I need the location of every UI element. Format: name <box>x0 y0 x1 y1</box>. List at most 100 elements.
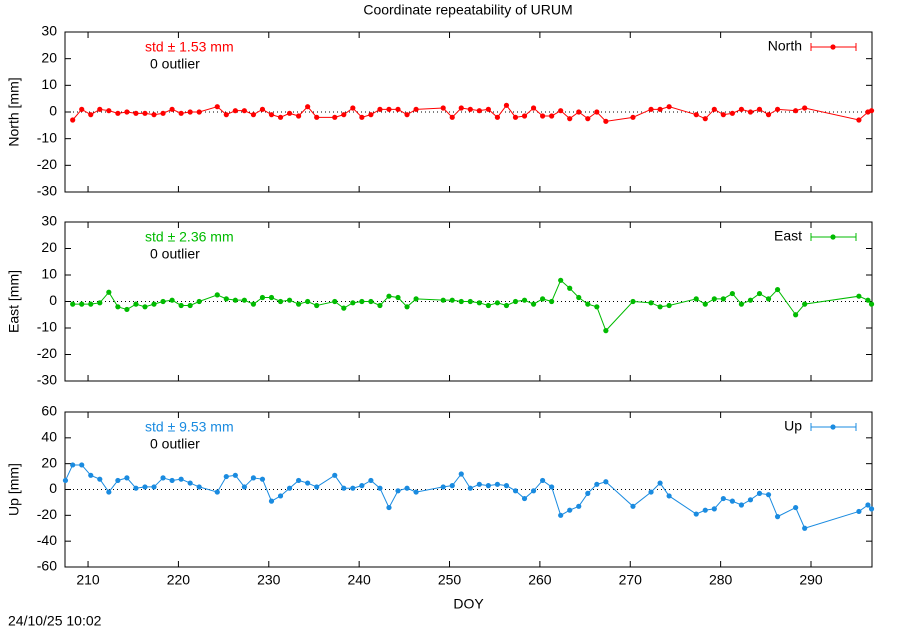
legend-marker <box>830 234 836 240</box>
y-tick-label: 20 <box>41 49 57 65</box>
data-point <box>341 112 347 118</box>
data-point <box>97 106 103 112</box>
data-point <box>702 116 708 122</box>
data-point <box>142 484 148 490</box>
data-point <box>368 298 374 305</box>
data-point <box>314 114 320 120</box>
data-point <box>277 114 284 120</box>
data-point <box>549 113 555 119</box>
data-point <box>558 277 564 283</box>
data-point <box>738 106 745 112</box>
data-point <box>241 484 247 490</box>
data-point <box>88 301 94 307</box>
data-point <box>774 514 781 520</box>
data-point <box>868 506 875 512</box>
data-point <box>223 112 229 118</box>
data-point <box>386 293 392 299</box>
data-point <box>657 304 663 310</box>
data-point <box>440 297 446 303</box>
data-point <box>70 117 76 123</box>
data-point <box>530 105 537 111</box>
data-point <box>868 108 875 114</box>
data-point <box>305 104 311 110</box>
data-point <box>196 484 202 490</box>
data-point <box>133 485 139 491</box>
data-point <box>567 285 573 291</box>
data-point <box>630 503 636 509</box>
data-point <box>765 296 772 302</box>
x-tick-label: 240 <box>347 572 371 588</box>
data-point <box>711 106 717 112</box>
data-point <box>286 297 293 303</box>
data-point <box>187 480 193 486</box>
data-point <box>521 495 528 502</box>
data-point <box>693 112 699 118</box>
data-point <box>868 301 875 307</box>
data-point <box>151 484 157 490</box>
data-point <box>585 490 591 496</box>
data-point <box>377 302 383 309</box>
plot-frame <box>64 411 873 568</box>
data-point <box>268 294 275 301</box>
data-point <box>756 490 763 496</box>
data-point <box>70 462 76 468</box>
data-point <box>223 473 229 480</box>
data-point <box>458 105 464 111</box>
data-point <box>693 511 699 517</box>
data-point <box>648 489 654 495</box>
y-tick-label: -10 <box>37 129 57 145</box>
data-point <box>666 104 672 110</box>
data-point <box>449 114 455 120</box>
y-axis-label: East [mm] <box>6 270 22 333</box>
data-point <box>512 488 519 494</box>
y-tick-label: 0 <box>49 292 57 308</box>
data-point <box>567 116 573 122</box>
data-point <box>521 297 528 303</box>
data-point <box>115 477 121 484</box>
data-point <box>585 301 591 307</box>
y-tick-label: -30 <box>37 183 57 199</box>
data-point <box>856 117 862 123</box>
data-point <box>350 300 356 306</box>
data-point <box>440 105 446 111</box>
y-tick-label: 10 <box>41 76 57 92</box>
data-point <box>395 294 401 301</box>
data-point <box>666 493 672 499</box>
data-point <box>106 289 112 295</box>
data-point <box>793 504 799 511</box>
data-point <box>467 298 473 305</box>
outlier-annotation: 0 outlier <box>150 56 200 72</box>
data-point <box>341 485 347 491</box>
y-axis-label: Up [mm] <box>6 463 22 516</box>
data-point <box>467 485 473 491</box>
data-point <box>169 297 175 303</box>
data-point <box>196 109 202 115</box>
data-point <box>259 476 266 482</box>
legend-marker <box>830 424 836 430</box>
std-annotation: std ± 9.53 mm <box>145 419 234 435</box>
x-tick-label: 230 <box>257 572 281 588</box>
data-point <box>476 481 482 487</box>
data-point <box>476 300 482 306</box>
data-point <box>151 301 157 307</box>
data-point <box>774 106 781 112</box>
data-point <box>603 328 609 334</box>
x-tick-label: 220 <box>167 572 191 588</box>
data-point <box>576 109 582 115</box>
data-point <box>151 112 157 118</box>
data-point <box>404 112 410 118</box>
data-point <box>720 296 726 302</box>
data-point <box>332 114 338 120</box>
data-point <box>115 110 121 116</box>
data-point <box>259 294 266 301</box>
data-point <box>648 106 654 112</box>
data-point <box>503 302 510 309</box>
data-point <box>386 106 392 112</box>
data-point <box>657 106 663 112</box>
data-point <box>512 114 519 120</box>
data-point <box>594 109 600 115</box>
data-point <box>386 504 392 511</box>
data-point <box>630 298 636 305</box>
data-point <box>214 489 220 495</box>
data-point <box>594 304 600 310</box>
